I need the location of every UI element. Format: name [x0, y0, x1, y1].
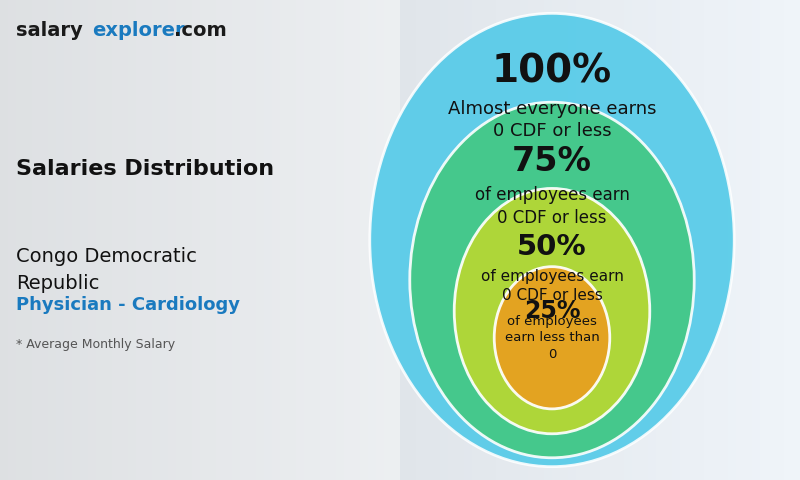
Text: of employees earn
0 CDF or less: of employees earn 0 CDF or less [474, 186, 630, 227]
Ellipse shape [370, 13, 734, 467]
Text: of employees earn
0 CDF or less: of employees earn 0 CDF or less [481, 269, 623, 303]
Text: of employees
earn less than
0: of employees earn less than 0 [505, 315, 599, 361]
Text: .com: .com [174, 21, 227, 40]
Text: Salaries Distribution: Salaries Distribution [16, 159, 274, 179]
Text: * Average Monthly Salary: * Average Monthly Salary [16, 338, 175, 351]
Text: Almost everyone earns
0 CDF or less: Almost everyone earns 0 CDF or less [448, 99, 656, 141]
Ellipse shape [454, 189, 650, 434]
Text: Physician - Cardiology: Physician - Cardiology [16, 296, 240, 313]
Ellipse shape [494, 267, 610, 409]
Text: 50%: 50% [517, 233, 587, 261]
Ellipse shape [410, 102, 694, 458]
Text: 75%: 75% [512, 145, 592, 178]
Text: 100%: 100% [492, 52, 612, 90]
Text: 25%: 25% [524, 299, 580, 323]
Text: Congo Democratic
Republic: Congo Democratic Republic [16, 247, 197, 293]
Text: salary: salary [16, 21, 82, 40]
Text: explorer: explorer [92, 21, 185, 40]
